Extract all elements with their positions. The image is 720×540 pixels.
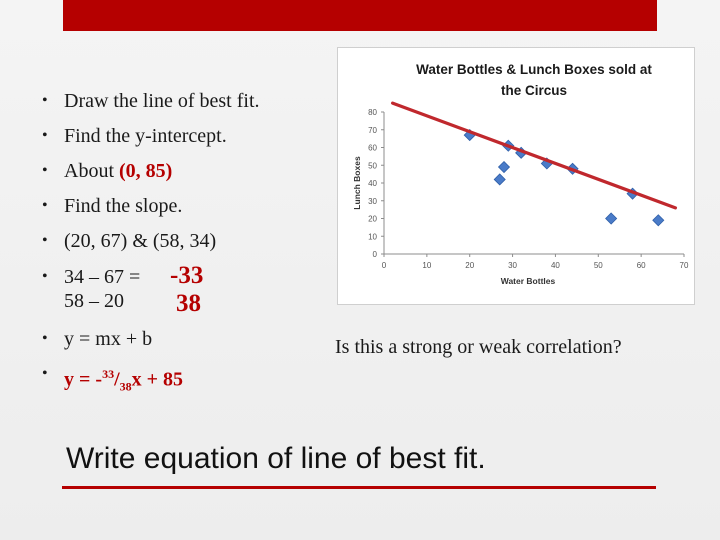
y-tick-label: 0 [373, 250, 378, 259]
y-tick-label: 60 [368, 144, 377, 153]
heading-underline [62, 486, 656, 489]
x-tick-label: 60 [637, 261, 646, 270]
slope-denominator: 38 [176, 290, 201, 317]
x-tick-label: 0 [382, 261, 387, 270]
data-point [605, 212, 618, 225]
x-axis-label: Water Bottles [501, 276, 556, 286]
correlation-question: Is this a strong or weak correlation? [335, 336, 622, 358]
data-point [497, 160, 511, 174]
chart-title-line: Water Bottles & Lunch Boxes sold at [416, 62, 652, 77]
scatter-chart: Water Bottles & Lunch Boxes sold at the C… [337, 47, 695, 305]
best-fit-line [390, 101, 678, 210]
y-tick-label: 20 [368, 215, 377, 224]
chart-title-line: the Circus [501, 83, 567, 98]
chart-svg: Water Bottles & Lunch Boxes sold at the C… [352, 62, 689, 286]
data-point [652, 214, 665, 227]
y-axis-label: Lunch Boxes [352, 156, 362, 210]
x-tick-label: 20 [465, 261, 474, 270]
x-tick-label: 70 [680, 261, 689, 270]
top-accent-bar [63, 0, 657, 31]
data-point [493, 173, 506, 186]
page-heading: Write equation of line of best fit. [66, 442, 486, 475]
x-tick-label: 30 [508, 261, 517, 270]
y-tick-label: 10 [368, 232, 377, 241]
intercept-value: (0, 85) [119, 160, 173, 182]
x-tick-label: 10 [422, 261, 431, 270]
y-tick-label: 30 [368, 197, 377, 206]
y-tick-label: 80 [368, 108, 377, 117]
slope-numerator: -33 [170, 262, 204, 289]
x-tick-label: 50 [594, 261, 603, 270]
y-tick-label: 70 [368, 126, 377, 135]
x-tick-label: 40 [551, 261, 560, 270]
y-tick-label: 40 [368, 179, 377, 188]
y-tick-label: 50 [368, 161, 377, 170]
